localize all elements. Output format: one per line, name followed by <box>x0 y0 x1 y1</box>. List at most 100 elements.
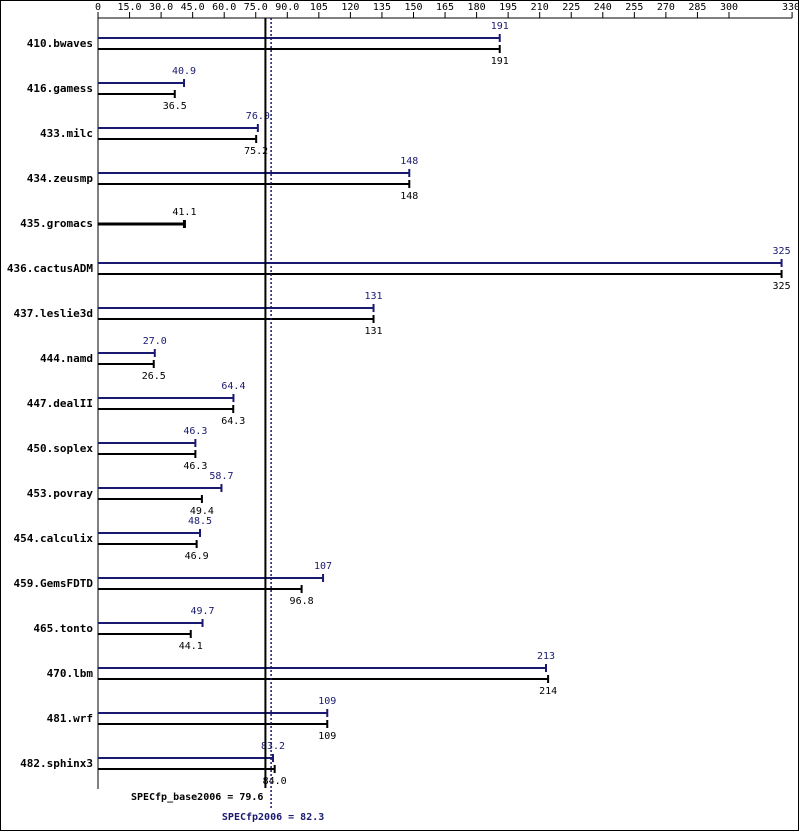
x-tick-label: 300 <box>720 2 738 13</box>
bar <box>98 450 197 458</box>
x-tick-label: 45.0 <box>181 2 205 13</box>
category-label: 435.gromacs <box>20 217 93 230</box>
value-label: 64.3 <box>221 416 245 427</box>
bar <box>98 90 176 98</box>
value-label: 191 <box>491 21 509 32</box>
value-label: 214 <box>539 686 557 697</box>
category-label: 434.zeusmp <box>27 172 94 185</box>
category-label: 454.calculix <box>14 532 94 545</box>
bar <box>98 439 197 447</box>
category-label: 447.dealII <box>27 397 93 410</box>
bar <box>98 315 375 323</box>
bar <box>98 720 329 728</box>
bar <box>98 574 325 582</box>
value-label: 83.2 <box>261 741 285 752</box>
bar <box>98 79 186 87</box>
category-label: 410.bwaves <box>27 37 93 50</box>
category-label: 465.tonto <box>33 622 93 635</box>
category-label: 470.lbm <box>47 667 94 680</box>
x-tick-label: 105 <box>310 2 328 13</box>
value-label: 58.7 <box>209 471 233 482</box>
category-label: 450.soplex <box>27 442 94 455</box>
bar <box>98 484 223 492</box>
x-tick-label: 210 <box>531 2 549 13</box>
reference-label: SPECfp2006 = 82.3 <box>222 812 324 823</box>
bar <box>98 360 155 368</box>
category-label: 459.GemsFDTD <box>14 577 94 590</box>
x-tick-label: 135 <box>373 2 391 13</box>
x-tick-label: 60.0 <box>212 2 236 13</box>
value-label: 109 <box>318 731 336 742</box>
bar <box>98 180 411 188</box>
value-label: 213 <box>537 651 555 662</box>
value-label: 44.1 <box>179 641 203 652</box>
x-tick-label: 15.0 <box>118 2 142 13</box>
bar <box>98 45 501 53</box>
value-label: 49.4 <box>190 506 214 517</box>
category-label: 437.leslie3d <box>14 307 93 320</box>
bar <box>98 529 202 537</box>
x-tick-label: 255 <box>625 2 643 13</box>
value-label: 36.5 <box>163 101 187 112</box>
category-label: 444.namd <box>40 352 93 365</box>
x-tick-label: 90.0 <box>275 2 299 13</box>
x-tick-label: 30.0 <box>149 2 173 13</box>
value-label: 41.1 <box>172 207 196 218</box>
value-label: 64.4 <box>221 381 245 392</box>
value-label: 109 <box>318 696 336 707</box>
value-label: 26.5 <box>142 371 166 382</box>
value-label: 76.0 <box>246 111 270 122</box>
bar <box>98 394 235 402</box>
category-label: 482.sphinx3 <box>20 757 93 770</box>
x-tick-label: 180 <box>468 2 486 13</box>
value-label: 40.9 <box>172 66 196 77</box>
value-label: 325 <box>773 281 791 292</box>
category-label: 416.gamess <box>27 82 93 95</box>
bar <box>98 585 303 593</box>
bar <box>98 630 192 638</box>
bar <box>98 304 375 312</box>
bar <box>98 619 204 627</box>
x-tick-label: 330 <box>782 2 799 13</box>
bar <box>98 540 198 548</box>
x-tick-label: 150 <box>404 2 422 13</box>
x-tick-label: 120 <box>341 2 359 13</box>
value-label: 96.8 <box>290 596 314 607</box>
value-label: 46.9 <box>185 551 209 562</box>
category-label: 436.cactusADM <box>7 262 93 275</box>
category-label: 453.povray <box>27 487 94 500</box>
value-label: 131 <box>364 291 382 302</box>
bar <box>98 495 203 503</box>
category-label: 481.wrf <box>47 712 93 725</box>
value-label: 131 <box>364 326 382 337</box>
x-tick-label: 195 <box>499 2 517 13</box>
bar <box>98 220 186 228</box>
bar <box>98 664 547 672</box>
bar <box>98 349 156 357</box>
bar <box>98 405 235 413</box>
x-tick-label: 165 <box>436 2 454 13</box>
bar <box>98 34 501 42</box>
bar <box>98 709 329 717</box>
x-tick-label: 0 <box>95 2 101 13</box>
bar <box>98 135 258 143</box>
bar <box>98 270 783 278</box>
value-label: 49.7 <box>190 606 214 617</box>
bar <box>98 169 411 177</box>
x-tick-label: 225 <box>562 2 580 13</box>
reference-label: SPECfp_base2006 = 79.6 <box>131 792 263 803</box>
bar <box>98 124 259 132</box>
value-label: 325 <box>773 246 791 257</box>
bar <box>98 675 550 683</box>
value-label: 48.5 <box>188 516 212 527</box>
value-label: 148 <box>400 191 418 202</box>
x-tick-label: 75.0 <box>244 2 268 13</box>
bar <box>98 754 274 762</box>
bar <box>98 765 276 773</box>
value-label: 75.2 <box>244 146 268 157</box>
value-label: 107 <box>314 561 332 572</box>
x-tick-label: 270 <box>657 2 675 13</box>
value-label: 84.0 <box>263 776 287 787</box>
